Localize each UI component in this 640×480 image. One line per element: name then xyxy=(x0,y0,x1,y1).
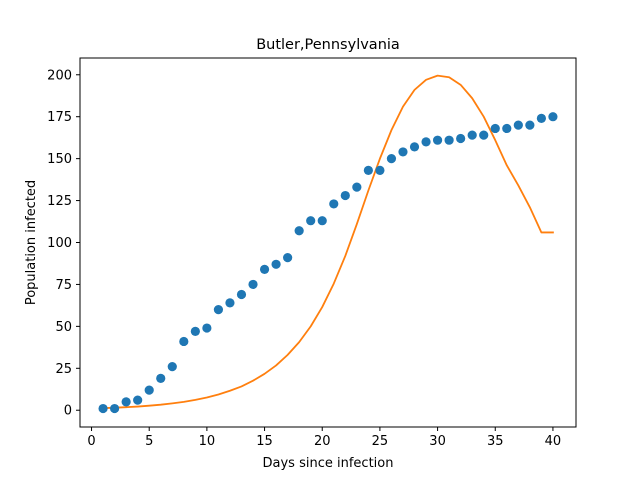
observed-data-point xyxy=(513,120,523,130)
observed-data-point xyxy=(190,326,200,336)
observed-data-point xyxy=(283,253,293,263)
observed-data-point xyxy=(179,336,189,347)
y-tick-label: 175 xyxy=(47,110,72,125)
y-tick-label: 125 xyxy=(47,194,72,209)
observed-data-point xyxy=(409,142,420,152)
observed-data-point xyxy=(248,279,258,290)
x-tick-label: 0 xyxy=(87,434,95,449)
observed-data-point xyxy=(121,397,131,407)
y-axis-label: Population infected xyxy=(24,180,39,305)
y-tick-label: 200 xyxy=(47,68,72,83)
observed-data-point xyxy=(317,216,327,226)
x-tick-label: 40 xyxy=(545,434,562,449)
observed-data-point xyxy=(213,304,224,315)
y-tick-label: 150 xyxy=(47,152,72,167)
observed-data-point xyxy=(479,130,489,140)
x-axis-ticks: 0 5 10 15 20 25 30 35 40 xyxy=(87,427,561,449)
observed-data-point xyxy=(352,182,362,192)
observed-data-point xyxy=(340,190,350,201)
x-tick-label: 25 xyxy=(372,434,389,449)
observed-data-point xyxy=(167,362,177,372)
y-tick-label: 100 xyxy=(47,236,72,251)
observed-data-point xyxy=(98,403,108,414)
observed-data-point xyxy=(144,385,154,395)
x-axis-label: Days since infection xyxy=(263,456,394,471)
observed-points-layer xyxy=(98,112,558,414)
observed-data-point xyxy=(525,120,535,130)
observed-data-point xyxy=(236,289,247,300)
observed-data-point xyxy=(467,130,477,140)
observed-data-point xyxy=(536,113,547,123)
observed-data-point xyxy=(271,259,281,269)
observed-data-point xyxy=(386,154,397,164)
observed-data-point xyxy=(110,403,120,414)
observed-data-point xyxy=(306,216,316,226)
observed-data-point xyxy=(202,323,212,333)
observed-data-point xyxy=(502,123,512,134)
observed-data-point xyxy=(329,199,339,209)
model-line-layer xyxy=(102,74,554,410)
chart-title: Butler,Pennsylvania xyxy=(256,37,400,53)
y-tick-label: 75 xyxy=(55,278,72,293)
x-tick-label: 10 xyxy=(199,434,216,449)
observed-data-point xyxy=(225,298,235,308)
x-tick-label: 35 xyxy=(487,434,504,449)
observed-data-point xyxy=(156,373,166,383)
observed-data-point xyxy=(133,395,143,405)
observed-data-point xyxy=(456,133,466,144)
x-tick-label: 5 xyxy=(145,434,153,449)
x-tick-label: 15 xyxy=(256,434,273,449)
observed-data-point xyxy=(432,135,443,145)
observed-data-point xyxy=(548,112,558,122)
observed-data-point xyxy=(421,137,431,147)
model-series-line xyxy=(102,74,554,410)
x-tick-label: 30 xyxy=(429,434,446,449)
observed-data-point xyxy=(363,165,373,175)
observed-data-point xyxy=(259,264,270,274)
y-axis-ticks: 0 25 50 75 100 125 150 175 200 xyxy=(47,68,80,419)
observed-data-point xyxy=(490,123,500,134)
y-tick-label: 25 xyxy=(55,362,72,377)
observed-data-point xyxy=(444,135,454,145)
observed-data-point xyxy=(375,165,385,175)
y-tick-label: 0 xyxy=(64,404,72,419)
x-tick-label: 20 xyxy=(314,434,331,449)
observed-data-point xyxy=(294,226,304,236)
y-tick-label: 50 xyxy=(55,320,72,335)
observed-data-point xyxy=(398,147,408,157)
